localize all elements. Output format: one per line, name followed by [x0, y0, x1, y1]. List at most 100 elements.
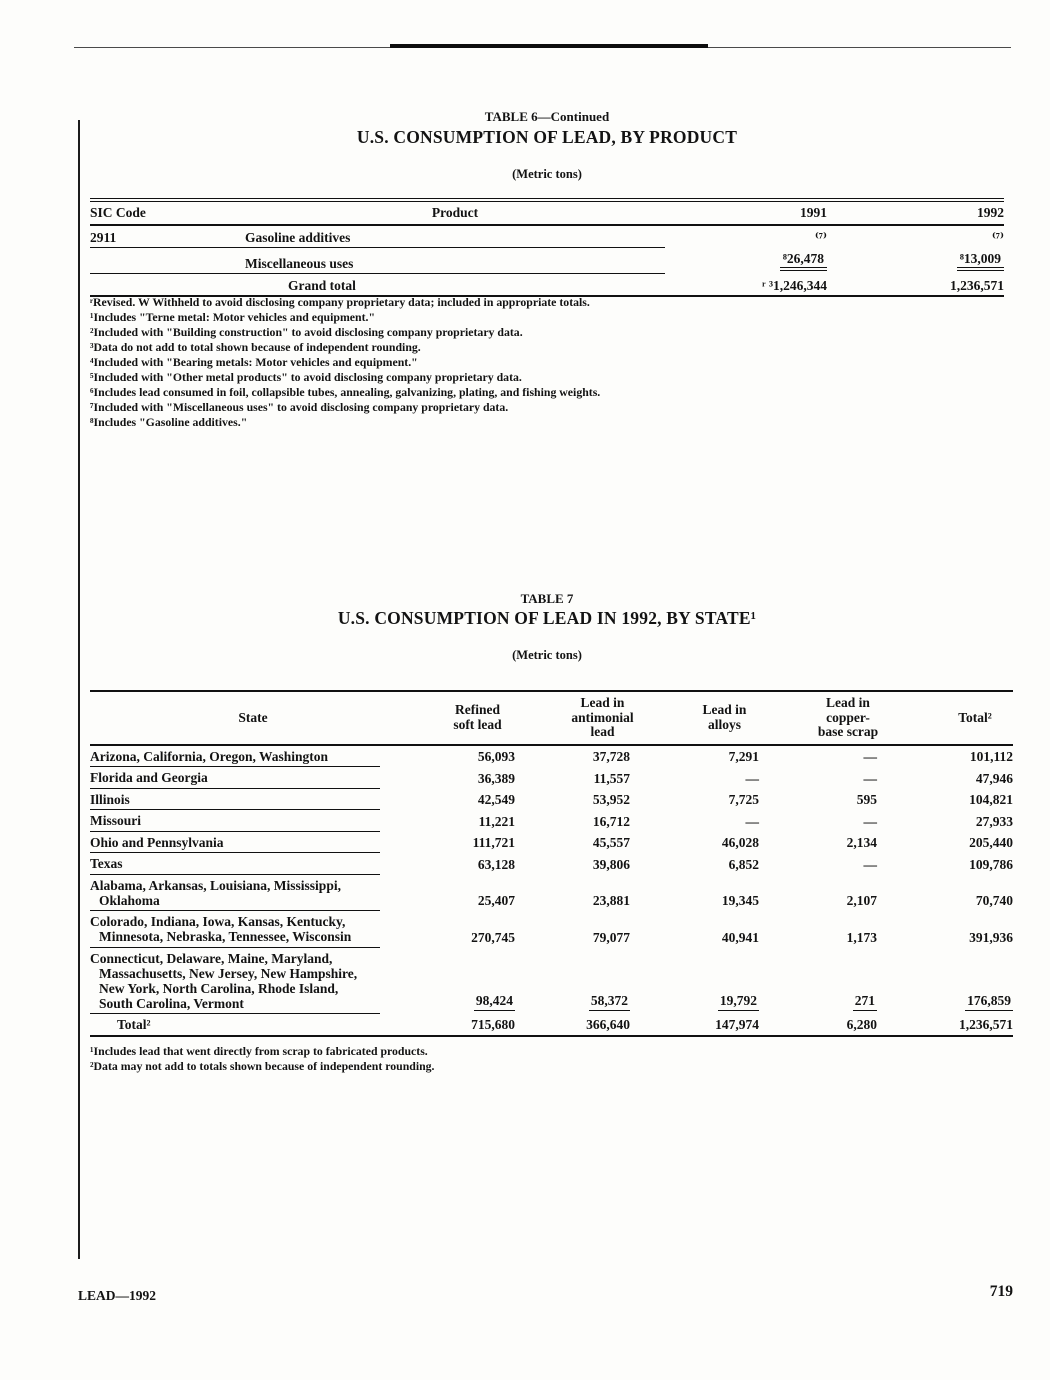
table6: SIC Code Product 1991 1992 2911 Gasoline …	[90, 198, 1004, 297]
cell-value: 40,941	[721, 929, 759, 945]
cell-state: Missouri	[90, 809, 380, 832]
cell-state: Florida and Georgia	[90, 766, 380, 789]
cell-value: 45,557	[592, 835, 630, 850]
value-with-sum-rule: 19,792	[717, 993, 759, 1011]
running-footer: LEAD—1992	[78, 1288, 157, 1303]
header-label-line: base scrap	[817, 724, 879, 739]
cell-state: Connecticut, Delaware, Maine, Maryland, M…	[90, 947, 380, 1014]
header-label-line: Lead in	[826, 695, 870, 710]
cell-value: 37,728	[592, 749, 630, 764]
cell-value: 270,745	[471, 929, 515, 945]
cell-value: 19,792	[630, 947, 759, 1014]
header-label: Lead in copper-base scrap	[789, 695, 907, 740]
cell-1992: ⁸13,009	[827, 248, 1004, 274]
cell-value: 25,407	[477, 893, 515, 908]
table7-row: Alabama, Arkansas, Louisiana, Mississipp…	[90, 874, 1013, 911]
header-label-line: Lead in	[580, 695, 625, 710]
table7-caption: TABLE 7	[520, 591, 574, 606]
cell-value: —	[863, 749, 878, 764]
cell-state: Colorado, Indiana, Iowa, Kansas, Kentuck…	[90, 910, 380, 948]
cell-sic-code	[90, 247, 245, 274]
table7-title: U.S. CONSUMPTION OF LEAD IN 1992, BY STA…	[337, 608, 757, 628]
table6-header-row: SIC Code Product 1991 1992	[90, 200, 1004, 226]
table7-header-row: State Refined soft lead Lead in antimonial le…	[90, 691, 1013, 746]
cell-product: Miscellaneous uses	[245, 247, 665, 274]
table7-header-col1: Refined soft lead	[380, 691, 515, 746]
table7-header-col0: State	[90, 691, 380, 746]
cell-value: 63,128	[477, 856, 515, 872]
cell-value: 42,549	[477, 792, 515, 807]
cell-1992: 1,236,571	[950, 277, 1004, 293]
header-label-line: State	[238, 709, 268, 725]
table6-footnote-line: ⁴Included with "Bearing metals: Motor ve…	[90, 355, 418, 369]
table7-row: Ohio and Pennsylvania 111,721 45,557 46,028…	[90, 831, 1013, 853]
cell-value: 6,280	[846, 1017, 877, 1032]
cell-value: 715,680	[471, 1017, 515, 1032]
cell-state: Texas	[90, 852, 380, 875]
state-line: Connecticut, Delaware, Maine, Maryland,	[90, 950, 333, 966]
header-label-line: alloys	[707, 716, 741, 732]
header-label-line: antimonial	[571, 709, 634, 725]
header-label-line: Lead in	[702, 702, 747, 718]
state-line: Massachusetts, New Jersey, New Hampshire…	[99, 965, 358, 981]
table7-row: Texas 63,128 39,806 6,852 — 109,786	[90, 852, 1013, 875]
page-number: 719	[989, 1283, 1013, 1300]
cell-value: —	[863, 770, 878, 786]
cell-value: 56,093	[477, 749, 515, 764]
table7-row: Connecticut, Delaware, Maine, Maryland, M…	[90, 947, 1013, 1014]
table6-title: U.S. CONSUMPTION OF LEAD, BY PRODUCT	[356, 127, 738, 147]
header-label: Lead in alloys	[660, 703, 789, 732]
state-line: Missouri	[90, 813, 142, 828]
cell-state: Illinois	[90, 788, 380, 810]
cell-state: Arizona, California, Oregon, Washington	[90, 744, 380, 767]
table6-header-sic-code: SIC Code	[90, 200, 245, 226]
cell-value: 16,712	[592, 813, 630, 829]
cell-value: 23,881	[592, 893, 630, 908]
cell-value: 39,806	[592, 856, 630, 872]
cell-value: 11,557	[593, 770, 630, 786]
value-with-sum-rule: 58,372	[588, 993, 630, 1011]
header-label: State	[108, 709, 398, 726]
table7-row: Missouri 11,221 16,712 — — 27,933	[90, 809, 1013, 832]
cell-value: 79,077	[592, 929, 630, 945]
state-line: Arizona, California, Oregon, Washington	[90, 748, 329, 764]
cell-1991: ⁽⁷⁾	[814, 230, 827, 245]
cell-value: 595	[856, 792, 877, 807]
cell-state: Alabama, Arkansas, Louisiana, Mississipp…	[90, 874, 380, 911]
state-line: Colorado, Indiana, Iowa, Kansas, Kentuck…	[90, 914, 346, 929]
state-line: New York, North Carolina, Rhode Island,	[99, 980, 339, 996]
table7-row: Florida and Georgia 36,389 11,557 — — 47,946	[90, 766, 1013, 789]
cell-value: 27,933	[975, 813, 1013, 829]
cell-value: 11,221	[478, 813, 515, 829]
table7-header-col5: Total²	[877, 691, 1013, 746]
state-line: South Carolina, Vermont	[99, 995, 244, 1011]
cell-state: Ohio and Pennsylvania	[90, 831, 380, 853]
cell-sic-code	[90, 274, 245, 297]
header-label-line: soft lead	[453, 716, 502, 732]
cell-value: 271	[759, 947, 877, 1014]
table6-row: 2911 Gasoline additives ⁽⁷⁾ ⁽⁷⁾	[90, 225, 1004, 248]
table6-footnote-line: ⁶Includes lead consumed in foil, collaps…	[90, 385, 601, 399]
cell-1991: ⁸26,478	[665, 248, 827, 274]
cell-value: 7,291	[728, 749, 759, 764]
cell-value: 47,946	[975, 770, 1013, 786]
state-line: Texas	[90, 856, 123, 871]
cell-value: 366,640	[586, 1017, 630, 1032]
cell-1992: ⁽⁷⁾	[991, 230, 1004, 245]
table6-footnote-line: ¹Includes "Terne metal: Motor vehicles a…	[90, 310, 376, 324]
page-edge-line	[78, 120, 80, 1259]
state-line: Total²	[117, 1017, 151, 1032]
state-line: Alabama, Arkansas, Louisiana, Mississipp…	[90, 877, 341, 893]
cell-value: —	[745, 770, 760, 786]
cell-product: Gasoline additives	[245, 225, 665, 248]
state-line: Ohio and Pennsylvania	[90, 834, 224, 850]
cell-value: 147,974	[715, 1017, 759, 1032]
table6-header-product: Product	[245, 200, 665, 226]
header-label: Refined soft lead	[410, 703, 545, 732]
cell-value: 104,821	[969, 792, 1013, 807]
cell-value: 19,345	[721, 893, 759, 908]
table7-unit: (Metric tons)	[512, 648, 582, 662]
table7-header-col4: Lead in copper-base scrap	[759, 691, 878, 746]
cell-value: 36,389	[477, 770, 515, 786]
